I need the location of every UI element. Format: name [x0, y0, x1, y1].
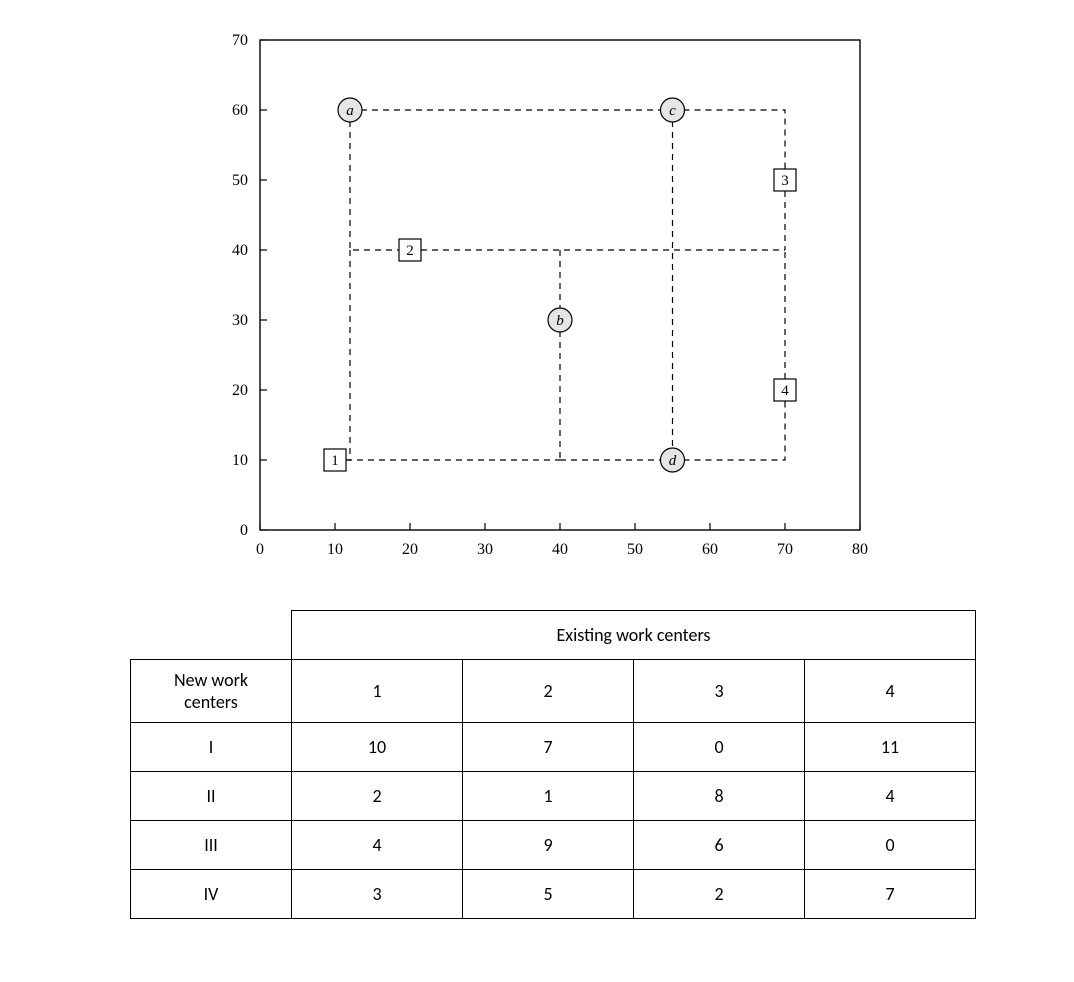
table-header-title: Existing work centers — [557, 624, 711, 646]
svg-text:20: 20 — [232, 382, 248, 399]
row-header-title-cell: New workcenters — [131, 660, 292, 723]
col-header-2: 2 — [463, 660, 634, 723]
svg-text:2: 2 — [406, 243, 414, 259]
svg-text:30: 30 — [477, 541, 493, 558]
svg-text:4: 4 — [781, 383, 789, 399]
svg-text:1: 1 — [331, 453, 339, 469]
row-label-III: III — [131, 821, 292, 870]
svg-text:a: a — [346, 103, 354, 119]
svg-text:60: 60 — [702, 541, 718, 558]
cell-II-4: 4 — [805, 772, 976, 821]
work-centers-table: Existing work centersNew workcenters1234… — [130, 610, 976, 919]
svg-text:d: d — [669, 453, 677, 469]
cell-III-4: 0 — [805, 821, 976, 870]
row-header-title: New workcenters — [174, 669, 248, 713]
svg-text:10: 10 — [327, 541, 343, 558]
cell-II-2: 1 — [463, 772, 634, 821]
svg-text:c: c — [669, 103, 676, 119]
cell-I-2: 7 — [463, 723, 634, 772]
svg-text:10: 10 — [232, 452, 248, 469]
svg-text:3: 3 — [781, 173, 789, 189]
svg-text:30: 30 — [232, 312, 248, 329]
svg-text:70: 70 — [232, 32, 248, 49]
chart-svg: 0 10 20 30 40 50 60 70 80 0 10 20 30 40 50 60 70 1 2 3 4 a b c d — [190, 20, 890, 580]
cell-I-1: 10 — [292, 723, 463, 772]
svg-text:70: 70 — [777, 541, 793, 558]
header-existing: Existing work centers — [292, 611, 976, 660]
row-label-II: II — [131, 772, 292, 821]
cell-II-3: 8 — [634, 772, 805, 821]
svg-text:20: 20 — [402, 541, 418, 558]
work-centers-table-wrap: Existing work centersNew workcenters1234… — [130, 610, 1054, 919]
col-header-3: 3 — [634, 660, 805, 723]
facility-layout-chart: 0 10 20 30 40 50 60 70 80 0 10 20 30 40 50 60 70 1 2 3 4 a b c d — [190, 20, 890, 580]
svg-text:40: 40 — [552, 541, 568, 558]
cell-IV-1: 3 — [292, 870, 463, 919]
row-label-I: I — [131, 723, 292, 772]
svg-text:40: 40 — [232, 242, 248, 259]
cell-III-3: 6 — [634, 821, 805, 870]
cell-III-2: 9 — [463, 821, 634, 870]
row-label-IV: IV — [131, 870, 292, 919]
col-header-1: 1 — [292, 660, 463, 723]
cell-IV-2: 5 — [463, 870, 634, 919]
svg-text:b: b — [556, 313, 564, 329]
cell-IV-3: 2 — [634, 870, 805, 919]
cell-I-3: 0 — [634, 723, 805, 772]
cell-IV-4: 7 — [805, 870, 976, 919]
svg-text:0: 0 — [256, 541, 264, 558]
cell-III-1: 4 — [292, 821, 463, 870]
svg-text:0: 0 — [240, 522, 248, 539]
svg-text:60: 60 — [232, 102, 248, 119]
svg-text:50: 50 — [232, 172, 248, 189]
svg-text:50: 50 — [627, 541, 643, 558]
cell-II-1: 2 — [292, 772, 463, 821]
cell-I-4: 11 — [805, 723, 976, 772]
col-header-4: 4 — [805, 660, 976, 723]
svg-text:80: 80 — [852, 541, 868, 558]
